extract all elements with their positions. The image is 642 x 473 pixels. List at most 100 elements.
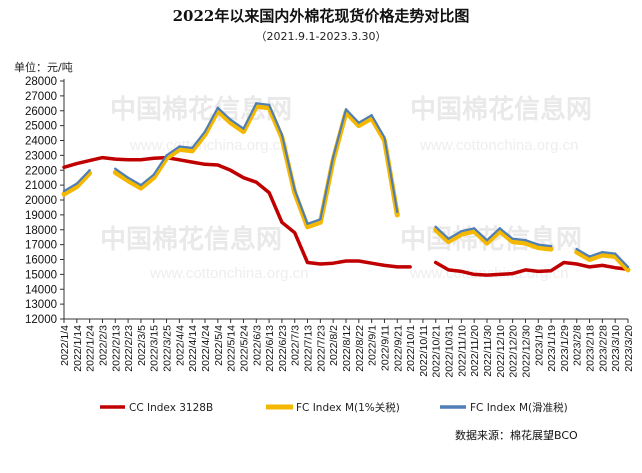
data-point (498, 230, 501, 233)
data-point (178, 145, 181, 148)
data-point (191, 160, 194, 164)
data-point (306, 225, 309, 228)
data-point (460, 230, 463, 233)
data-point (498, 227, 501, 230)
data-point (549, 247, 553, 251)
data-point (114, 167, 117, 170)
x-tick-label: 2022/10/1 (405, 325, 417, 372)
watermark-url: www.cottonchina.org.cn (129, 137, 288, 154)
data-point (447, 240, 450, 243)
x-tick-label: 2022/12/30 (520, 325, 532, 378)
x-tick-label: 2022/2/3 (97, 325, 109, 366)
data-point (139, 183, 143, 187)
data-point (601, 253, 604, 257)
data-point (293, 188, 296, 191)
series-line (62, 155, 630, 277)
data-point (370, 262, 373, 265)
data-point (62, 189, 66, 193)
data-point (114, 171, 117, 174)
data-point (370, 114, 373, 117)
x-tick-label: 2022/2/23 (123, 325, 135, 372)
data-point (255, 102, 258, 105)
x-tick-label: 2023/2/28 (597, 325, 609, 372)
data-point (588, 265, 591, 269)
x-tick-label: 2022/4/14 (187, 325, 199, 372)
legend-label-fc-index-sliding: FC Index M(滑准税) (470, 401, 568, 414)
data-point (485, 241, 489, 245)
x-tick-label: 2022/11/20 (469, 325, 481, 377)
data-point (88, 172, 91, 175)
x-tick-label: 2023/2/8 (572, 325, 584, 366)
data-point (524, 239, 527, 242)
x-tick-label: 2022/5/4 (213, 325, 225, 366)
data-point (357, 121, 360, 124)
data-point (485, 273, 489, 277)
data-point (242, 176, 245, 179)
data-point (293, 231, 296, 234)
data-point (588, 258, 591, 261)
data-point (101, 156, 104, 159)
x-tick-label: 2022/10/21 (431, 325, 443, 378)
data-point (396, 210, 399, 214)
data-point (408, 265, 412, 269)
x-tick-label: 2022/7/13 (303, 325, 315, 372)
legend-label-cc-index: CC Index 3128B (129, 402, 213, 414)
data-point (114, 157, 117, 161)
y-tick-label: 13000 (25, 299, 57, 311)
x-tick-label: 2022/3/15 (149, 325, 161, 372)
data-point (203, 163, 207, 166)
data-point (588, 255, 591, 258)
x-tick-label: 2023/2/18 (585, 325, 597, 372)
data-point (549, 244, 553, 248)
data-point (383, 136, 386, 139)
data-point (139, 186, 143, 190)
x-tick-label: 2022/3/25 (162, 325, 174, 372)
data-point (473, 273, 476, 276)
data-point (549, 269, 553, 272)
data-point (383, 264, 386, 267)
x-tick-label: 2022/8/12 (341, 325, 353, 372)
data-point (357, 259, 360, 263)
data-point (498, 273, 501, 276)
data-point (434, 225, 437, 228)
y-tick-label: 24000 (25, 136, 57, 148)
data-point (524, 268, 527, 272)
data-point (562, 261, 566, 264)
data-point (152, 176, 155, 179)
x-tick-label: 2022/11/30 (482, 325, 494, 377)
x-tick-label: 2022/4/24 (200, 325, 212, 372)
y-tick-label: 12000 (25, 314, 57, 326)
data-point (614, 266, 617, 269)
data-point (537, 246, 540, 249)
x-tick-label: 2022/6/23 (277, 325, 289, 372)
x-tick-label: 2022/9/11 (379, 325, 391, 371)
x-tick-label: 2022/5/14 (226, 325, 238, 372)
data-point (152, 157, 155, 160)
data-point (434, 228, 437, 231)
data-point (537, 270, 540, 273)
data-point (614, 255, 617, 258)
x-tick-label: 2022/7/23 (315, 325, 327, 372)
x-tick-label: 2022/3/5 (136, 325, 148, 366)
x-tick-label: 2022/8/2 (328, 325, 340, 366)
data-point (575, 262, 578, 266)
data-point (511, 237, 514, 240)
x-tick-label: 2022/12/10 (495, 325, 507, 378)
x-tick-label: 2023/3/10 (610, 325, 622, 372)
legend: CC Index 3128B FC Index M(1%关税) FC Index… (100, 401, 568, 414)
data-point (332, 155, 335, 159)
data-point (319, 221, 322, 224)
data-point (229, 169, 232, 172)
data-point (75, 162, 79, 165)
y-tick-label: 20000 (25, 195, 57, 207)
axes: 12000 13000 14000 15000 16000 17000 18000 19000… (25, 76, 635, 378)
data-point (191, 146, 194, 150)
data-point (344, 108, 348, 111)
legend-label-fc-index-1pct: FC Index M(1%关税) (296, 401, 400, 414)
series-0 (62, 155, 630, 277)
x-tick-label: 2022/6/13 (264, 325, 276, 372)
watermark-name: 中国棉花信息网 (110, 94, 292, 125)
x-tick-label: 2022/6/3 (251, 325, 263, 366)
chart-title: 2022年以来国内外棉花现货价格走势对比图 (173, 7, 470, 25)
data-point (178, 158, 181, 161)
